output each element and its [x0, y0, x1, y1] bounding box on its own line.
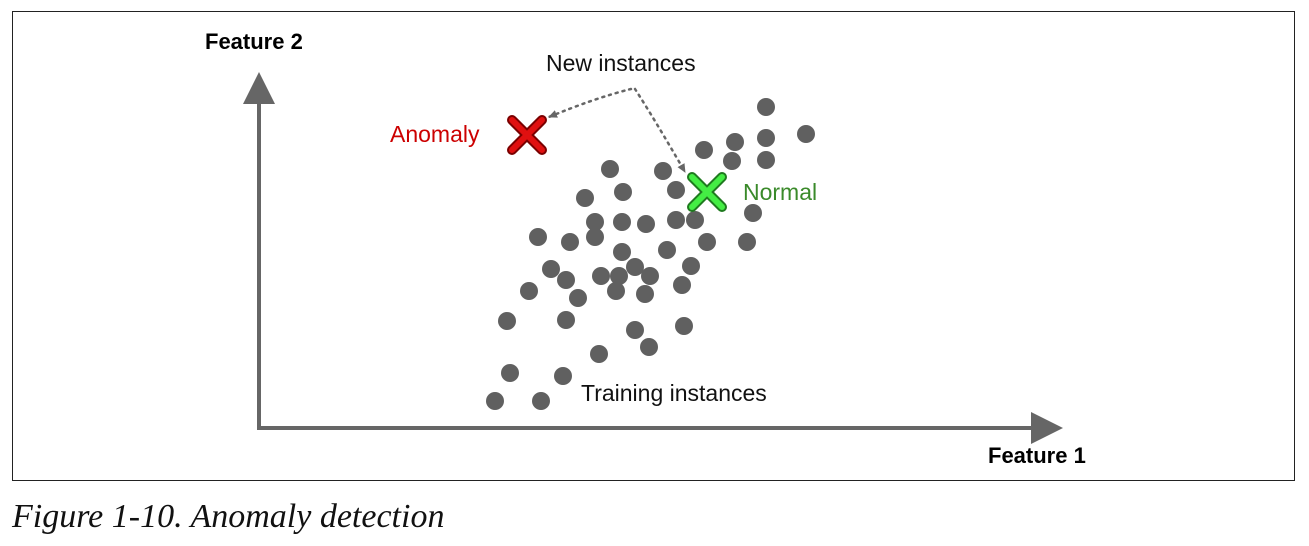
training-point [654, 162, 672, 180]
figure-frame: Feature 2 Feature 1 New instances Anomal… [12, 11, 1295, 481]
training-point [641, 267, 659, 285]
normal-x-marker [687, 172, 727, 212]
training-point [576, 189, 594, 207]
training-instances-label: Training instances [581, 380, 767, 406]
training-point [529, 228, 547, 246]
anomaly-detection-diagram: Feature 2 Feature 1 New instances Anomal… [205, 29, 1086, 468]
training-point [554, 367, 572, 385]
training-point [557, 311, 575, 329]
training-point [695, 141, 713, 159]
training-point [757, 98, 775, 116]
y-axis-label: Feature 2 [205, 29, 303, 54]
new-instances-label: New instances [546, 50, 696, 76]
training-point [723, 152, 741, 170]
anomaly-x-marker [507, 115, 547, 155]
training-point [561, 233, 579, 251]
new-instance-arrow-normal [633, 87, 687, 174]
training-point [686, 211, 704, 229]
training-point [613, 243, 631, 261]
training-points [486, 98, 815, 410]
training-point [744, 204, 762, 222]
anomaly-label: Anomaly [390, 121, 480, 147]
training-point [601, 160, 619, 178]
training-point [673, 276, 691, 294]
training-point [626, 258, 644, 276]
training-point [738, 233, 756, 251]
training-point [498, 312, 516, 330]
training-point [698, 233, 716, 251]
training-point [667, 211, 685, 229]
training-point [592, 267, 610, 285]
x-axis-label: Feature 1 [988, 443, 1086, 468]
training-point [636, 285, 654, 303]
training-point [658, 241, 676, 259]
training-point [675, 317, 693, 335]
training-point [757, 151, 775, 169]
training-point [614, 183, 632, 201]
training-point [626, 321, 644, 339]
training-point [726, 133, 744, 151]
training-point [542, 260, 560, 278]
training-point [667, 181, 685, 199]
training-point [757, 129, 775, 147]
figure-caption: Figure 1-10. Anomaly detection [12, 498, 445, 535]
training-point [613, 213, 631, 231]
training-point [520, 282, 538, 300]
training-point [640, 338, 658, 356]
training-point [532, 392, 550, 410]
training-point [586, 213, 604, 231]
training-point [682, 257, 700, 275]
training-point [569, 289, 587, 307]
normal-label: Normal [743, 179, 817, 205]
training-point [607, 282, 625, 300]
training-point [590, 345, 608, 363]
training-point [586, 228, 604, 246]
training-point [486, 392, 504, 410]
training-point [501, 364, 519, 382]
training-point [797, 125, 815, 143]
training-point [637, 215, 655, 233]
training-point [610, 267, 628, 285]
new-instance-arrow-anomaly [547, 87, 633, 119]
training-point [557, 271, 575, 289]
